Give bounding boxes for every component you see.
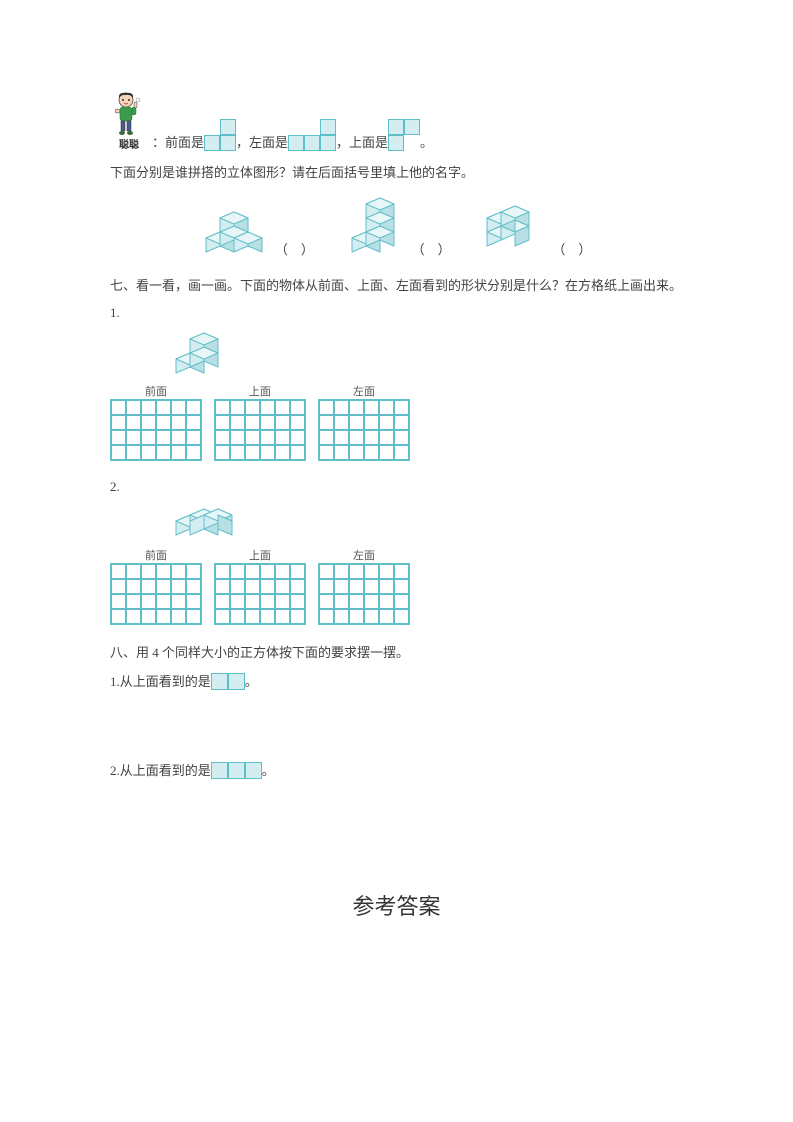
grid-label-top-1: 上面 bbox=[214, 383, 306, 399]
paren-2: （ ） bbox=[412, 242, 451, 257]
q7-title: 七、看一看，画一画。下面的物体从前面、上面、左面看到的形状分别是什么？在方格纸上… bbox=[110, 276, 683, 297]
grid-label-left-1: 左面 bbox=[318, 383, 410, 399]
grid-label-front-2: 前面 bbox=[110, 547, 202, 563]
front-text: ：前面是 bbox=[152, 132, 204, 151]
paren-3: （ ） bbox=[552, 242, 591, 257]
character-icon: 聪聪 bbox=[110, 90, 148, 151]
iso-shape-1 bbox=[198, 202, 270, 258]
front-shape bbox=[204, 119, 236, 151]
char-label: 聪聪 bbox=[110, 136, 148, 151]
q6-shapes-row: （ ） （ ） bbox=[110, 194, 683, 258]
iso-shape-3 bbox=[479, 202, 547, 258]
q7-iso-1 bbox=[170, 327, 683, 379]
grid-label-left-2: 左面 bbox=[318, 547, 410, 563]
q7-grids-2: 前面 上面 左面 bbox=[110, 547, 683, 625]
top-text: ，上面是 bbox=[336, 132, 388, 151]
q8-shape-1 bbox=[211, 673, 245, 690]
left-shape bbox=[288, 119, 336, 151]
q8-item1: 1.从上面看到的是 。 bbox=[110, 671, 683, 690]
congcong-row: 聪聪 ：前面是 ，左面是 ，上面是 。 bbox=[110, 90, 683, 151]
q8-item1-pre: 1.从上面看到的是 bbox=[110, 671, 211, 690]
q8-title: 八、用 4 个同样大小的正方体按下面的要求摆一摆。 bbox=[110, 643, 683, 664]
left-text: ，左面是 bbox=[236, 132, 288, 151]
iso-shape-2 bbox=[342, 194, 406, 258]
q7-iso-2 bbox=[170, 501, 683, 543]
period-1: 。 bbox=[420, 132, 433, 151]
q7-item1: 1. bbox=[110, 305, 683, 321]
grid-label-front-1: 前面 bbox=[110, 383, 202, 399]
q7-grids-1: 前面 上面 左面 bbox=[110, 383, 683, 461]
q6-text: 下面分别是谁拼搭的立体图形？请在后面括号里填上他的名字。 bbox=[110, 163, 683, 184]
q8-shape-2 bbox=[211, 762, 262, 779]
grid-label-top-2: 上面 bbox=[214, 547, 306, 563]
q8-item2: 2.从上面看到的是 。 bbox=[110, 760, 683, 779]
answer-title: 参考答案 bbox=[110, 889, 683, 921]
top-shape bbox=[388, 119, 420, 151]
q7-item2: 2. bbox=[110, 479, 683, 495]
paren-1: （ ） bbox=[275, 242, 314, 257]
q8-period-1: 。 bbox=[245, 671, 258, 690]
q8-item2-pre: 2.从上面看到的是 bbox=[110, 760, 211, 779]
q8-period-2: 。 bbox=[262, 760, 275, 779]
